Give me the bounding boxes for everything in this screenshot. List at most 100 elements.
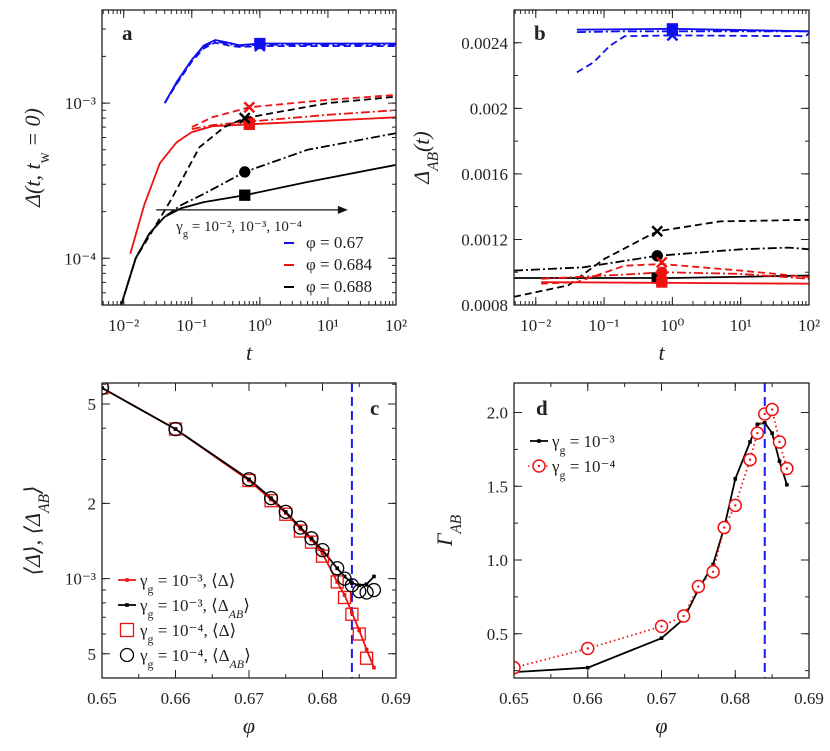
circle-marker [278, 504, 293, 520]
circle-marker [330, 561, 345, 576]
series-red-dashdot [541, 266, 809, 280]
x-tick-label: 10⁰ [248, 316, 272, 335]
y-tick-label: 1.0 [487, 551, 508, 570]
x-axis-label: t [246, 340, 253, 365]
square-marker [239, 189, 251, 201]
square-marker [656, 276, 668, 288]
y-tick-label: 10⁻⁴ [64, 249, 96, 268]
plot-area [514, 23, 809, 298]
center-dot [778, 440, 781, 444]
panel-c: 0.65 0.66 0.67 0.68 0.69 5 10⁻³ 2 5 φ ⟨Δ⟩, ⟨ΔAB​⟩ c… [20, 382, 411, 738]
x-tick-label: 10⁻¹ [176, 316, 207, 335]
y-axis-label: ΔAB​(t) [409, 131, 442, 185]
text-part: φ [243, 713, 255, 738]
point-marker [350, 581, 354, 585]
panel-label: c [370, 396, 379, 420]
series-blue-dashdot [163, 40, 396, 104]
y-tick-label: 0.0016 [461, 165, 508, 184]
x-marker [243, 101, 256, 114]
series-line [576, 30, 809, 33]
text-part: γ [139, 571, 148, 590]
point-marker [357, 628, 362, 633]
text-part: ⟩ [20, 486, 45, 496]
series-line [514, 246, 809, 272]
x-marker [238, 112, 251, 124]
square-marker [254, 37, 266, 50]
x-tick-label: 0.69 [794, 689, 824, 708]
y-tick-label: 2 [88, 494, 97, 513]
point-marker [748, 440, 752, 444]
text-part: ⟩ [243, 596, 250, 615]
panel-label: d [536, 396, 548, 420]
x-tick-label: 10⁻² [520, 316, 551, 335]
point-marker [762, 421, 767, 425]
x-tick-label: 0.65 [87, 689, 117, 708]
series-blue-solid [163, 37, 396, 104]
panel-d: 0.650.660.670.680.690.51.01.52.0φΓAB​dγg… [432, 382, 824, 738]
x-tick-label: 0.67 [234, 689, 264, 708]
series-line [129, 116, 396, 254]
text-part: φ [655, 713, 667, 738]
x-tick-label: 0.68 [308, 689, 338, 708]
subscript: g [148, 582, 154, 596]
y-tick-label: 1.5 [487, 477, 508, 496]
legend: γg​ = 10⁻³γg​ = 10⁻⁴ [528, 432, 616, 482]
circle-marker [651, 250, 663, 262]
point-marker [102, 386, 104, 390]
y-tick-label: 0.0024 [461, 34, 508, 53]
x-tick-label: 0.66 [161, 689, 191, 708]
point-marker [125, 578, 129, 582]
series-line [541, 263, 809, 285]
text-part: Δ(t, t [20, 163, 45, 208]
x-tick-label: 0.69 [381, 689, 411, 708]
series-line [120, 95, 396, 305]
center-dot [785, 467, 789, 470]
subscript: g [560, 443, 566, 457]
series-blue-dashdot [576, 30, 809, 33]
arrow-head-icon [337, 205, 348, 214]
legend-label: γg​ = 10⁻³ [551, 432, 615, 457]
center-dot [756, 431, 759, 435]
x-marker [666, 29, 679, 42]
y-tick-label: 10⁻³ [65, 570, 96, 589]
series-line [163, 41, 396, 104]
square-marker [352, 627, 366, 641]
point-marker [364, 647, 369, 652]
center-dot [660, 625, 663, 628]
x-tick-label: 10¹ [317, 316, 339, 335]
series-line [102, 387, 375, 587]
text-part: ⟩ [244, 646, 251, 665]
point-marker [372, 574, 376, 579]
subscript: AB [228, 607, 244, 621]
series-black-line [102, 386, 376, 588]
circle-marker [352, 584, 367, 599]
panel-b: 10⁻² 10⁻¹ 10⁰ 10¹ 10² 0.0008 0.0012 0.0016 0.002… [409, 9, 820, 365]
text-part: = 10⁻³ [565, 432, 614, 451]
text-part: = 0) [20, 108, 45, 152]
text-part: γ [139, 621, 148, 640]
point-marker [364, 582, 369, 586]
point-marker [335, 566, 339, 571]
series-blue-dashed [576, 29, 809, 74]
axes-frame [513, 9, 810, 306]
point-marker [372, 665, 376, 670]
y-axis-label: Δ(t, tw​ = 0) [20, 108, 53, 208]
text-part: φ = 0.688 [306, 277, 372, 296]
center-dot [722, 526, 726, 529]
ticks [514, 9, 810, 306]
series-black-circle [102, 383, 382, 600]
x-tick-label: 10⁻¹ [589, 316, 620, 335]
center-dot [748, 458, 752, 461]
center-dot [586, 647, 589, 650]
point-marker [785, 482, 789, 487]
point-marker [269, 496, 273, 500]
circle-marker [119, 647, 135, 663]
y-tick-label: 0.0008 [461, 296, 508, 315]
subscript: AB [36, 494, 53, 514]
series-line [576, 32, 809, 74]
circle-marker [359, 585, 374, 600]
legend: φ = 0.67 φ = 0.684 φ = 0.688 [284, 233, 373, 296]
text-part: γ [551, 457, 560, 476]
y-tick-label: 0.5 [487, 625, 508, 644]
